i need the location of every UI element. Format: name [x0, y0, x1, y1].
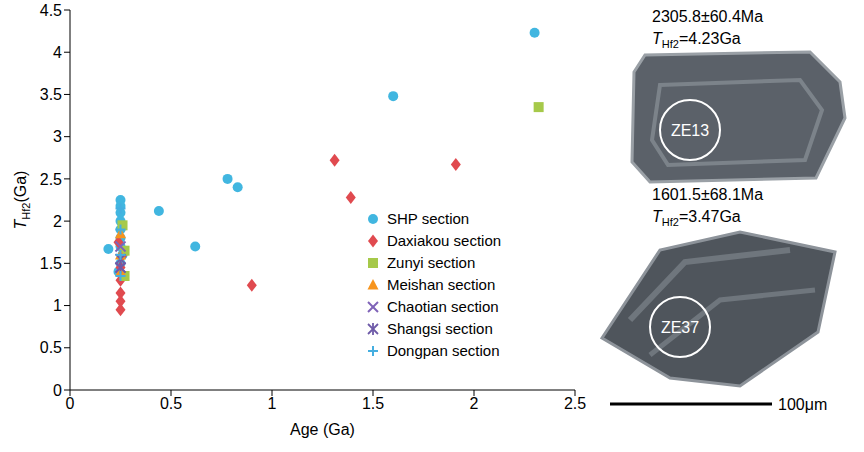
- svg-text:0: 0: [53, 382, 62, 399]
- svg-text:0.5: 0.5: [40, 339, 62, 356]
- html-text:Shangsi section: Shangsi section: [386, 320, 493, 338]
- svg-text:100μm: 100μm: [778, 396, 827, 413]
- svg-text:Age (Ga): Age (Ga): [290, 421, 355, 438]
- svg-text:3: 3: [53, 128, 62, 145]
- svg-text:ZE37: ZE37: [661, 319, 699, 336]
- svg-text:2.5: 2.5: [40, 171, 62, 188]
- html-text:Hf2: Hf2: [20, 202, 33, 220]
- svg-text:1: 1: [53, 297, 62, 314]
- html-text:Daxiakou section: Daxiakou section: [386, 232, 502, 250]
- svg-text:3.5: 3.5: [40, 86, 62, 103]
- svg-text:0.5: 0.5: [160, 395, 182, 412]
- html-text:SHP section: SHP section: [386, 210, 470, 228]
- svg-text:4.5: 4.5: [40, 2, 62, 19]
- html-text:Chaotian section: Chaotian section: [386, 298, 499, 316]
- svg-text:ZE13: ZE13: [671, 122, 709, 139]
- html-text:Zunyi section: Zunyi section: [386, 254, 476, 272]
- html-text:(Ga): (Ga): [11, 170, 29, 203]
- svg-text:1: 1: [268, 395, 277, 412]
- svg-text:2305.8±60.4Ma: 2305.8±60.4Ma: [652, 8, 763, 25]
- svg-text:0: 0: [66, 395, 75, 412]
- svg-text:THf2=4.23Ga: THf2=4.23Ga: [652, 30, 741, 50]
- svg-text:2: 2: [470, 395, 479, 412]
- svg-text:1.5: 1.5: [40, 255, 62, 272]
- svg-text:1601.5±68.1Ma: 1601.5±68.1Ma: [652, 186, 763, 203]
- html-text:Dongpan section: Dongpan section: [386, 342, 500, 360]
- svg-text:4: 4: [53, 44, 62, 61]
- html-text:Meishan section: Meishan section: [386, 276, 496, 294]
- svg-text:2.5: 2.5: [564, 395, 586, 412]
- svg-text:2: 2: [53, 213, 62, 230]
- svg-text:THf2=3.47Ga: THf2=3.47Ga: [652, 208, 741, 228]
- svg-text:1.5: 1.5: [362, 395, 384, 412]
- html-text:T: T: [11, 219, 29, 230]
